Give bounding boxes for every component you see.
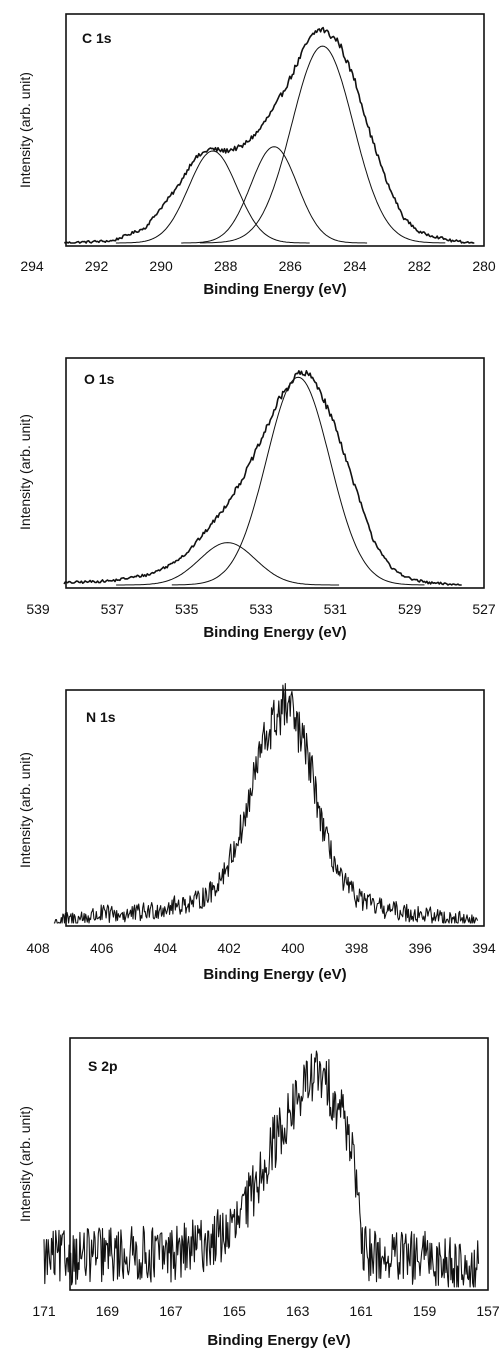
x-axis-label: Binding Energy (eV) [203, 281, 346, 298]
spectrum-line [44, 1051, 479, 1287]
x-tick-label: 404 [154, 940, 178, 956]
x-tick-label: 294 [20, 258, 44, 274]
y-axis-label: Intensity (arb. unit) [17, 752, 33, 868]
x-tick-label: 529 [398, 601, 422, 617]
x-tick-label: 280 [472, 258, 496, 274]
fit-component-2 [181, 147, 367, 243]
fit-component-2 [172, 377, 425, 585]
x-tick-label: 290 [149, 258, 173, 274]
x-axis-label: Binding Energy (eV) [203, 624, 346, 641]
x-axis-label: Binding Energy (eV) [203, 966, 346, 983]
x-tick-label: 171 [32, 1303, 56, 1319]
x-tick-label: 163 [286, 1303, 310, 1319]
x-tick-label: 282 [408, 258, 432, 274]
spectrum-line [64, 28, 474, 243]
panel-n1s: N 1s Intensity (arb. unit) Binding Energ… [17, 684, 496, 983]
fit-component-1 [116, 543, 339, 585]
spectrum-line [54, 684, 478, 923]
x-tick-label: 535 [175, 601, 199, 617]
panel-s2p: S 2p Intensity (arb. unit) Binding Energ… [17, 1038, 500, 1349]
x-tick-label: 396 [409, 940, 433, 956]
x-tick-label: 169 [96, 1303, 120, 1319]
panel-label: N 1s [86, 709, 116, 725]
x-tick-labels: 294 292 290 288 286 284 282 280 [20, 258, 496, 274]
panel-label: S 2p [88, 1058, 118, 1074]
x-tick-label: 394 [472, 940, 496, 956]
x-tick-label: 167 [159, 1303, 183, 1319]
x-tick-label: 284 [343, 258, 367, 274]
x-tick-label: 531 [324, 601, 348, 617]
spectrum-line [64, 371, 462, 585]
x-tick-label: 527 [472, 601, 496, 617]
series-group [64, 371, 462, 585]
panel-label: O 1s [84, 371, 115, 387]
x-tick-label: 288 [214, 258, 238, 274]
x-tick-label: 292 [85, 258, 109, 274]
x-tick-label: 400 [281, 940, 305, 956]
x-tick-label: 159 [413, 1303, 437, 1319]
y-axis-label: Intensity (arb. unit) [17, 72, 33, 188]
x-tick-label: 286 [279, 258, 303, 274]
plot-frame [66, 358, 484, 588]
x-tick-label: 157 [476, 1303, 500, 1319]
series-group [54, 684, 478, 923]
series-group [64, 28, 474, 243]
y-axis-label: Intensity (arb. unit) [17, 1106, 33, 1222]
y-axis-label: Intensity (arb. unit) [17, 414, 33, 530]
x-tick-labels: 539 537 535 533 531 529 527 [26, 601, 496, 617]
x-tick-labels: 408 406 404 402 400 398 396 394 [26, 940, 496, 956]
x-tick-label: 402 [217, 940, 241, 956]
x-tick-label: 165 [223, 1303, 247, 1319]
panel-c1s: C 1s Intensity (arb. unit) Binding Energ… [17, 14, 496, 298]
x-tick-label: 406 [90, 940, 114, 956]
x-tick-label: 533 [249, 601, 273, 617]
x-axis-label: Binding Energy (eV) [207, 1332, 350, 1349]
x-tick-label: 161 [349, 1303, 373, 1319]
x-tick-label: 537 [101, 601, 125, 617]
x-tick-labels: 171 169 167 165 163 161 159 157 [32, 1303, 500, 1319]
panel-label: C 1s [82, 30, 112, 46]
series-group [44, 1051, 479, 1287]
x-tick-label: 539 [26, 601, 50, 617]
x-tick-label: 408 [26, 940, 50, 956]
x-tick-label: 398 [345, 940, 369, 956]
panel-o1s: O 1s Intensity (arb. unit) Binding Energ… [17, 358, 496, 641]
fit-component-3 [200, 46, 445, 243]
plot-frame [66, 14, 484, 246]
